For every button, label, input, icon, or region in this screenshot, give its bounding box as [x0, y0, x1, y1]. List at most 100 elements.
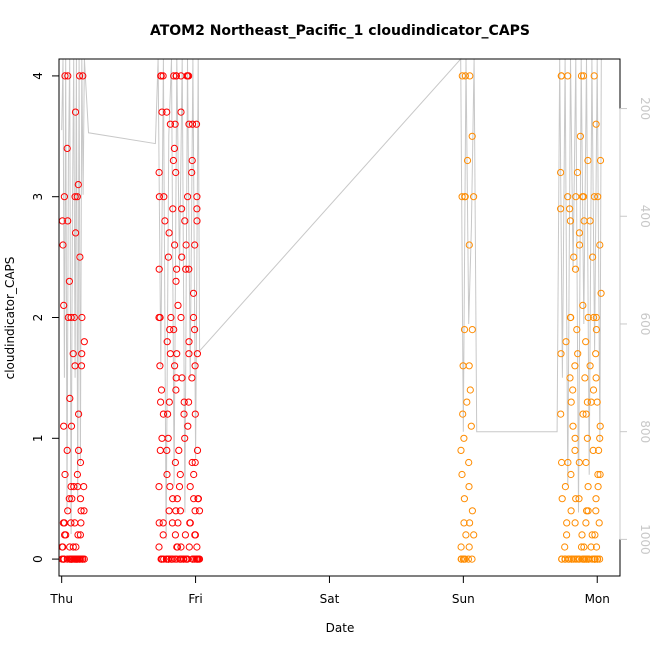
axes-layer: Thu Fri Sat Sun Mon 0 1 2 3 4 200 400 600 800 1000: [31, 58, 650, 606]
data-point: [175, 446, 183, 454]
data-point: [567, 398, 575, 406]
data-point: [174, 519, 182, 527]
data-point: [465, 362, 473, 370]
data-point: [73, 193, 81, 201]
data-point: [62, 531, 70, 539]
data-point: [468, 326, 476, 334]
data-point: [163, 470, 171, 479]
data-point: [596, 422, 604, 430]
data-point: [460, 495, 468, 503]
x-axis-label: Date: [326, 621, 355, 635]
data-point: [165, 555, 173, 563]
data-point: [566, 217, 575, 225]
data-point: [189, 289, 198, 297]
data-point: [583, 434, 592, 442]
data-point: [561, 483, 570, 491]
data-point: [579, 301, 587, 309]
data-point: [171, 458, 179, 467]
data-point: [172, 168, 180, 177]
data-point: [165, 398, 173, 406]
data-point: [72, 229, 80, 237]
data-point: [67, 422, 76, 430]
data-point: [567, 507, 575, 515]
data-point: [163, 338, 171, 346]
data-point: [80, 338, 88, 346]
data-point: [66, 394, 74, 402]
data-point: [585, 555, 593, 563]
data-point: [569, 422, 577, 430]
data-point: [177, 108, 185, 116]
data-point: [571, 434, 579, 442]
data-point: [570, 253, 578, 261]
data-point: [182, 241, 190, 249]
data-point: [77, 362, 86, 370]
data-point: [465, 543, 473, 551]
data-point: [193, 193, 201, 201]
data-point: [79, 72, 87, 80]
data-point: [169, 205, 177, 213]
data-point: [192, 120, 201, 128]
data-point: [590, 193, 599, 201]
data-point: [591, 531, 599, 539]
data-point: [597, 289, 605, 297]
right-tick-label: 200: [638, 97, 650, 120]
data-point: [67, 313, 75, 322]
data-point: [157, 398, 165, 406]
data-point: [185, 338, 193, 346]
data-point: [173, 495, 181, 503]
y-tick-label: 4: [31, 72, 45, 80]
data-point: [77, 519, 85, 527]
data-point: [75, 410, 83, 418]
data-point: [176, 470, 184, 479]
data-point: [592, 326, 601, 334]
data-point: [457, 555, 465, 563]
right-tick-label: 600: [638, 313, 650, 336]
data-point: [569, 386, 577, 394]
data-point: [159, 72, 167, 80]
data-point: [188, 120, 197, 128]
data-point: [576, 132, 585, 140]
data-point: [582, 458, 590, 467]
data-point: [465, 483, 473, 491]
y-tick-label: 0: [31, 555, 45, 563]
data-point: [557, 410, 565, 418]
data-point: [176, 555, 184, 563]
data-point: [71, 362, 79, 370]
data-point: [188, 168, 196, 177]
data-point: [80, 507, 88, 515]
data-point: [459, 362, 467, 370]
data-point: [76, 72, 84, 80]
data-point: [166, 326, 174, 334]
data-point: [176, 507, 184, 515]
data-point: [587, 543, 595, 551]
data-point: [157, 386, 166, 394]
data-point: [172, 507, 180, 515]
data-point: [193, 446, 202, 454]
pressure-trace-line: [61, 57, 602, 540]
data-point: [185, 543, 193, 551]
data-point: [193, 543, 201, 551]
data-point: [60, 422, 68, 430]
data-point: [561, 543, 569, 551]
data-point: [69, 350, 77, 358]
data-point: [596, 434, 604, 442]
data-point: [596, 555, 604, 563]
data-point: [76, 253, 84, 261]
data-point: [66, 543, 74, 551]
data-point: [191, 507, 199, 515]
data-point: [188, 374, 196, 382]
data-point: [168, 519, 176, 527]
data-point: [558, 495, 566, 503]
data-point: [64, 313, 72, 322]
data-point: [171, 531, 179, 539]
data-point: [461, 555, 469, 563]
data-point: [186, 483, 194, 491]
data-point: [463, 156, 472, 165]
data-point: [76, 531, 85, 539]
data-point: [582, 519, 590, 527]
data-point: [185, 350, 193, 358]
data-point: [584, 483, 592, 491]
data-point: [563, 531, 571, 539]
data-point: [584, 507, 592, 515]
data-point: [155, 483, 163, 491]
